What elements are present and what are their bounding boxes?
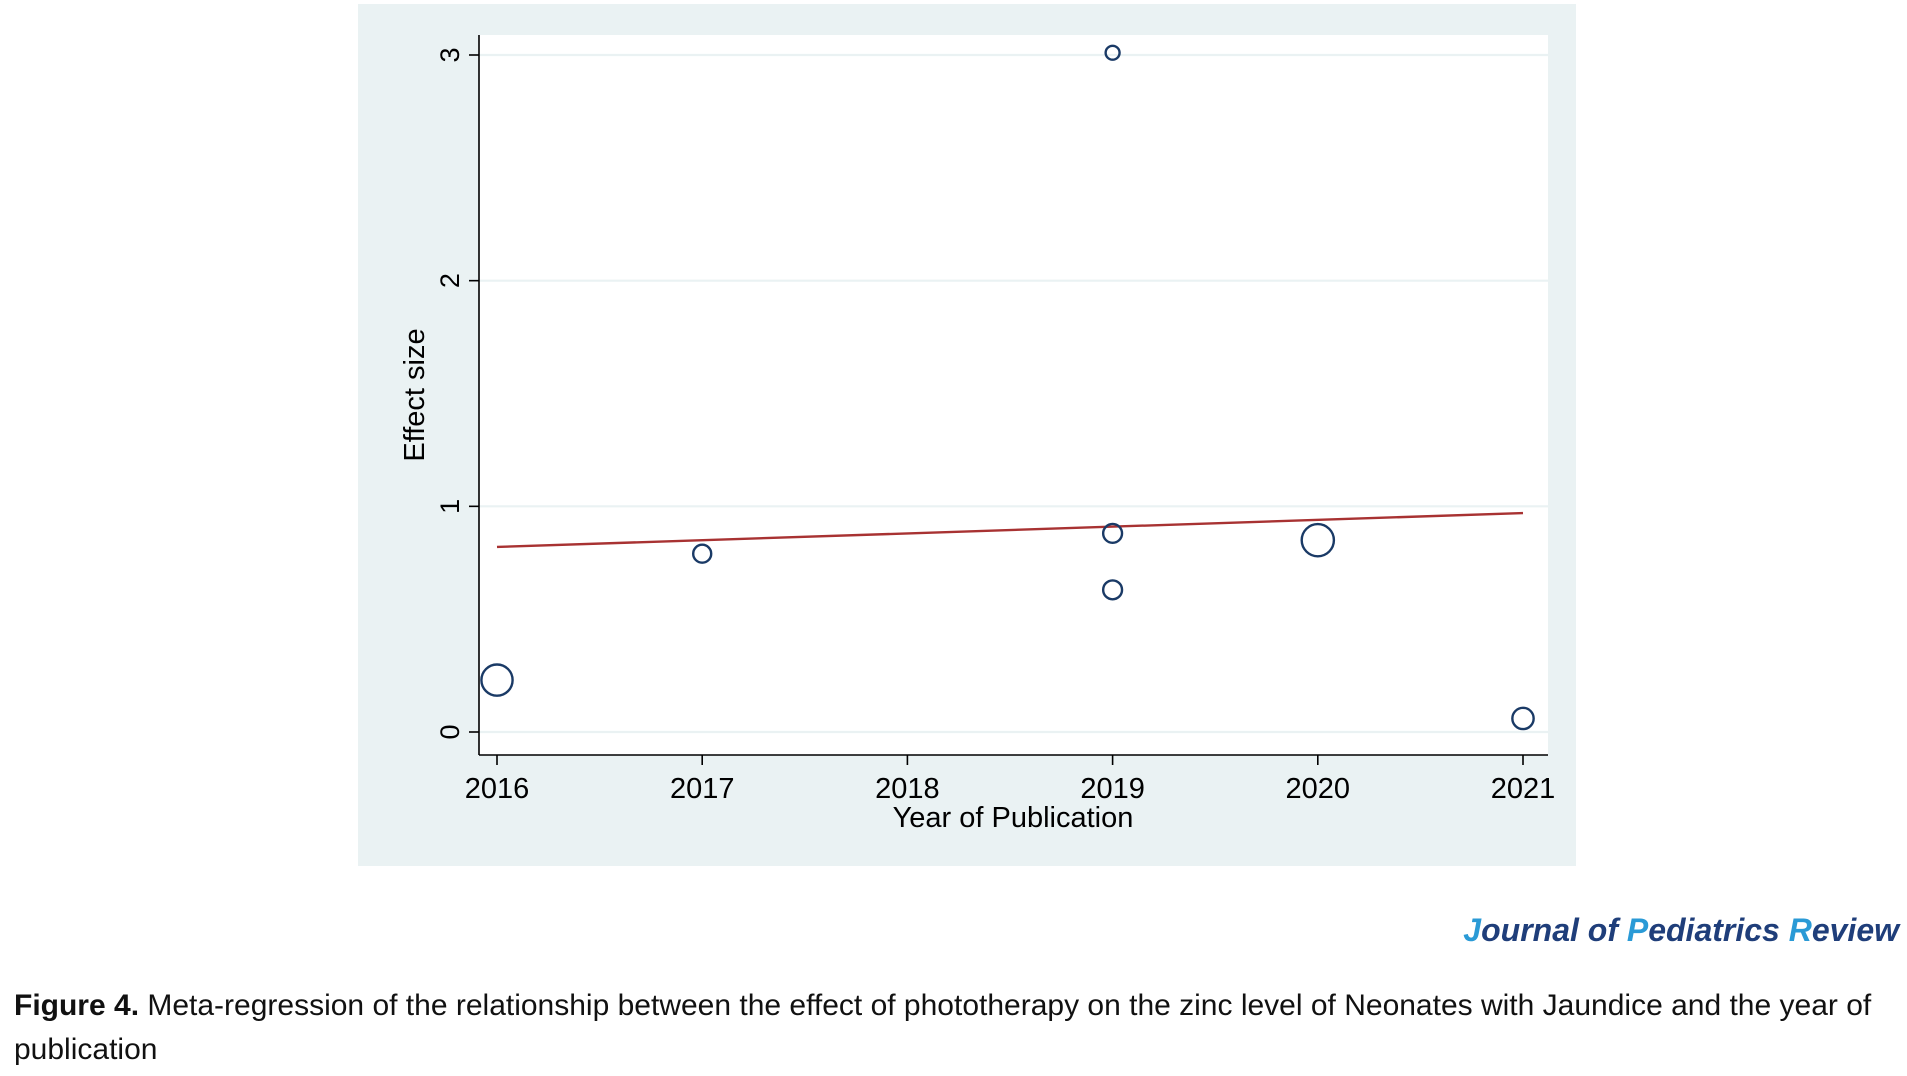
x-tick-label-2017: 2017	[670, 773, 735, 805]
y-axis-label: Effect size	[399, 328, 431, 461]
journal-word-ediatrics: ediatrics	[1648, 912, 1789, 948]
y-tick-label-3: 3	[435, 47, 465, 62]
data-point-1	[480, 663, 514, 697]
figure-panel: 2016 2017 2018 2019 2020 2021 0 1 2 3 Year of Pu…	[358, 4, 1576, 866]
figure-caption: Figure 4. Meta-regression of the relatio…	[14, 984, 1894, 1072]
x-tick-label-2021: 2021	[1491, 773, 1556, 805]
data-point-2	[692, 543, 713, 564]
y-tick-label-2: 2	[435, 273, 465, 288]
journal-initial-p: P	[1626, 912, 1649, 948]
fit-line	[496, 511, 1524, 549]
x-tick-label-2019: 2019	[1080, 773, 1145, 805]
data-point-6	[1300, 522, 1336, 558]
data-point-5	[1101, 579, 1124, 601]
x-tick-label-2020: 2020	[1286, 773, 1351, 805]
x-axis-label: Year of Publication	[893, 802, 1134, 834]
x-tick-label-2018: 2018	[875, 773, 940, 805]
journal-word-ournal: ournal of	[1481, 912, 1627, 948]
figure-caption-text: Meta-regression of the relationship betw…	[14, 989, 1872, 1066]
x-axis-ticks: 2016 2017 2018 2019 2020 2021	[465, 755, 1556, 805]
y-axis-ticks: 0 1 2 3	[435, 47, 479, 740]
grid-lines	[479, 53, 1548, 734]
journal-initial-j: J	[1463, 912, 1482, 948]
data-point-3	[1104, 44, 1121, 61]
plot-area	[479, 35, 1548, 755]
y-tick-label-1: 1	[435, 499, 465, 514]
x-tick-label-2016: 2016	[465, 773, 530, 805]
journal-initial-r: R	[1788, 912, 1812, 948]
journal-word-eview: eview	[1811, 912, 1899, 948]
scatter-chart: 2016 2017 2018 2019 2020 2021 0 1 2 3 Year of Pu…	[399, 35, 1556, 834]
data-point-7	[1511, 706, 1535, 731]
points-layer	[480, 44, 1535, 731]
figure-caption-label: Figure 4.	[14, 989, 140, 1022]
data-point-4	[1101, 522, 1124, 545]
y-tick-label-0: 0	[435, 724, 465, 739]
journal-name: Journal of Pediatrics Review	[1463, 912, 1899, 949]
fit-line-layer	[496, 511, 1524, 549]
